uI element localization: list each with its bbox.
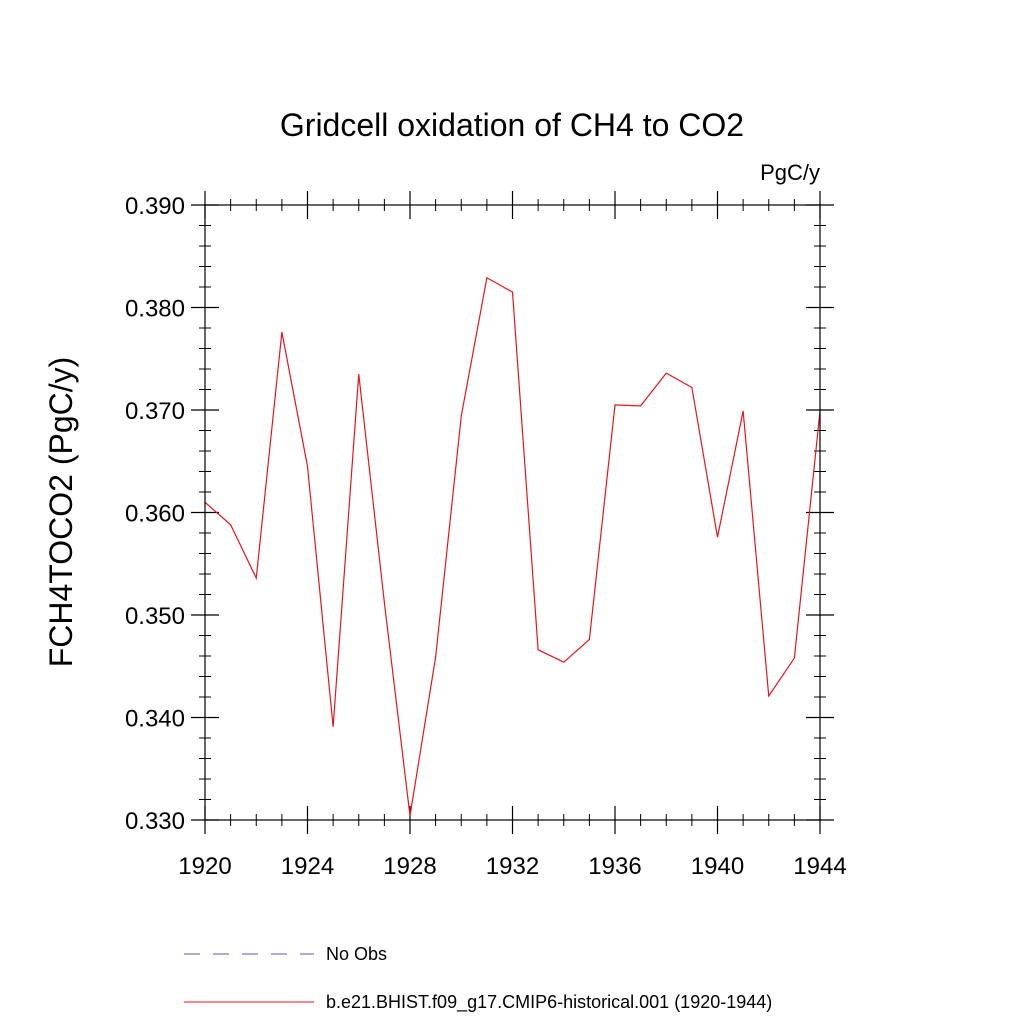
tick-labels: 1920 1924 1928 1932 1936 1940 1944 0.330 0.340 0.… <box>125 193 847 880</box>
legend: No Obs b.e21.BHIST.f09_g17.CMIP6-historic… <box>184 944 772 1013</box>
axis-ticks <box>191 191 834 834</box>
series-layer <box>204 276 821 816</box>
x-tick-label: 1940 <box>691 853 744 880</box>
legend-label: No Obs <box>326 944 387 964</box>
y-tick-label: 0.390 <box>125 193 185 220</box>
x-tick-label: 1928 <box>383 853 436 880</box>
x-tick-label: 1944 <box>793 853 846 880</box>
y-tick-label: 0.330 <box>125 808 185 835</box>
y-axis-label: FCH4TOCO2 (PgC/y) <box>43 357 79 668</box>
y-tick-label: 0.360 <box>125 501 185 528</box>
x-tick-label: 1932 <box>486 853 539 880</box>
plot-frame <box>204 204 821 821</box>
chart-title: Gridcell oxidation of CH4 to CO2 <box>280 107 744 143</box>
legend-label: b.e21.BHIST.f09_g17.CMIP6-historical.001… <box>326 992 772 1013</box>
y-tick-label: 0.370 <box>125 398 185 425</box>
y-tick-label: 0.340 <box>125 706 185 733</box>
x-tick-label: 1924 <box>281 853 334 880</box>
x-tick-label: 1920 <box>178 853 231 880</box>
y-tick-label: 0.380 <box>125 296 185 323</box>
y-tick-label: 0.350 <box>125 603 185 630</box>
x-tick-label: 1936 <box>588 853 641 880</box>
series-line <box>204 276 821 816</box>
units-label: PgC/y <box>760 160 820 185</box>
